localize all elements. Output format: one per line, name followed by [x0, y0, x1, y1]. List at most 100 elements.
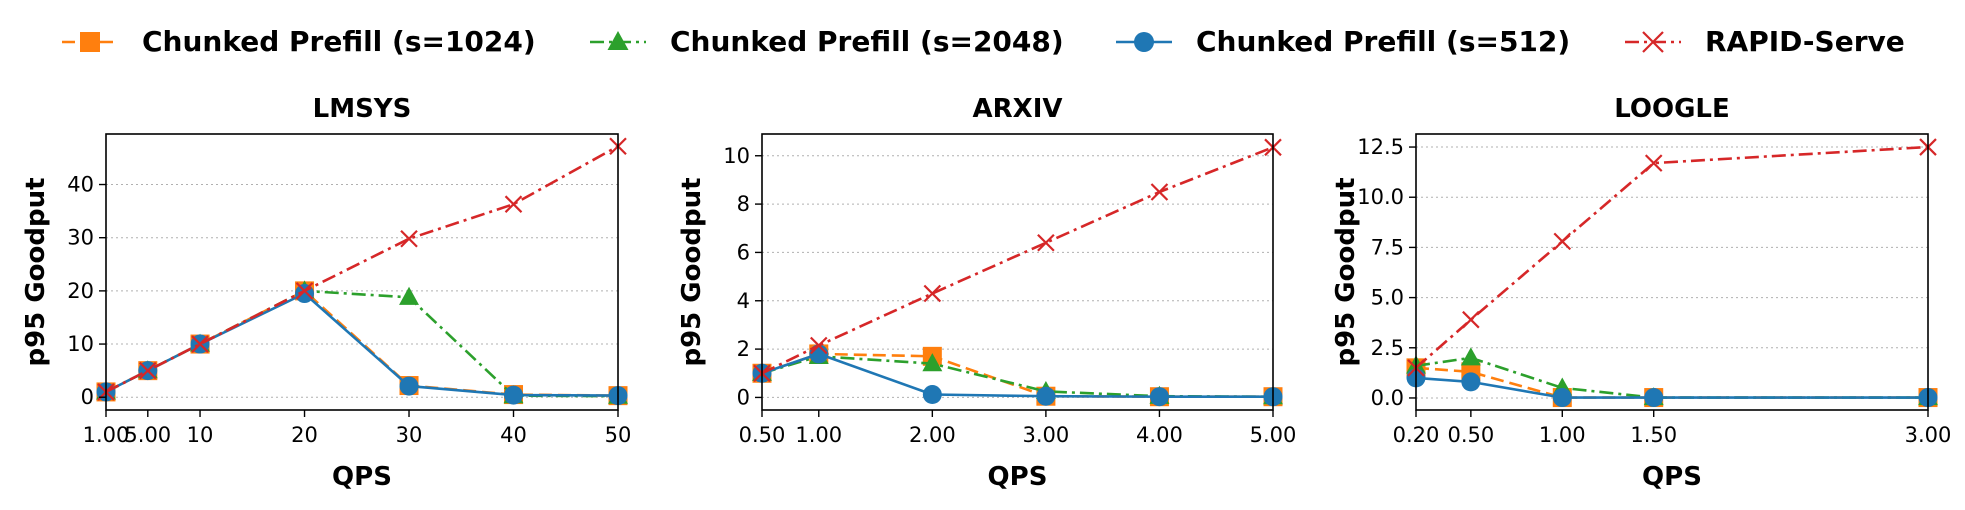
data-point-rapid	[400, 229, 418, 248]
y-tick-label: 5.0	[1371, 286, 1404, 310]
data-point-s512	[809, 344, 829, 364]
series-rapid	[97, 137, 627, 401]
data-point-rapid	[191, 335, 209, 353]
x-tick-label: 0.50	[1447, 423, 1494, 447]
y-tick-label: 10	[67, 332, 94, 356]
y-tick-label: 30	[67, 226, 94, 250]
legend-label-s1024: Chunked Prefill (s=1024)	[142, 25, 536, 58]
series-line-s1024	[1415, 366, 1928, 399]
series-line-s512	[761, 352, 1273, 399]
series-s1024	[1406, 358, 1938, 408]
y-tick-label: 6	[737, 240, 750, 264]
series-line-s512	[1415, 376, 1928, 399]
x-tick-label: 1.50	[1630, 423, 1677, 447]
legend: Chunked Prefill (s=1024) Chunked Prefill …	[62, 25, 1905, 58]
axes-frame	[1415, 133, 1929, 411]
legend-label-rapid: RAPID-Serve	[1705, 25, 1905, 58]
y-tick-label: 2	[737, 337, 750, 361]
series-line-rapid	[761, 146, 1274, 375]
y-tick-label: 0	[737, 385, 750, 409]
x-tick-label: 20	[291, 423, 318, 447]
x-tick-label: 1.00	[83, 423, 130, 447]
y-tick-label: 0.0	[1371, 386, 1404, 410]
x-axis-label: QPS	[332, 462, 392, 492]
x-tick-label: 5.00	[124, 423, 171, 447]
data-point-rapid	[1150, 183, 1169, 201]
data-point-s512	[1036, 386, 1056, 406]
y-axis-label: p95 Goodput	[677, 177, 707, 366]
series-line-rapid	[1415, 145, 1929, 369]
data-point-rapid	[295, 282, 314, 300]
data-point-rapid	[810, 336, 828, 355]
legend-marker-s1024	[80, 32, 100, 52]
panel-arxiv: 0 2 4 6 8 10 0.50 1.00 2.00 3.00 4.00 5.00 ARXIV QPS p…	[677, 94, 1296, 492]
data-point-s512	[1644, 388, 1664, 408]
data-point-rapid	[1037, 233, 1055, 252]
legend-label-s2048: Chunked Prefill (s=2048)	[670, 25, 1064, 58]
data-point-rapid	[139, 361, 157, 380]
data-point-rapid	[1553, 232, 1572, 251]
data-point-s2048	[399, 286, 419, 305]
y-axis-label: p95 Goodput	[1331, 177, 1361, 366]
legend-item-rapid: RAPID-Serve	[1625, 25, 1905, 58]
data-point-s512	[1461, 372, 1481, 392]
series-rapid	[753, 138, 1282, 383]
y-tick-label: 7.5	[1371, 235, 1404, 259]
axes-frame	[761, 133, 1274, 411]
legend-item-s512: Chunked Prefill (s=512)	[1116, 25, 1570, 58]
series-s2048	[96, 280, 628, 404]
x-tick-label: 0.20	[1393, 423, 1440, 447]
panel-lmsys: 0 10 20 30 40 1.005.00 10 20 30 40 50 LMSYS QPS p95 G…	[21, 94, 631, 492]
x-tick-label: 4.00	[1136, 423, 1183, 447]
y-tick-label: 10	[723, 144, 750, 168]
x-tick-label: 50	[605, 423, 632, 447]
y-axis-label: p95 Goodput	[21, 177, 51, 366]
legend-marker-rapid	[1642, 31, 1664, 53]
data-point-s512	[504, 385, 524, 405]
x-tick-label: 1.00	[795, 423, 842, 447]
legend-marker-s2048	[607, 31, 629, 50]
x-tick-label: 10	[187, 423, 214, 447]
y-tick-label: 0	[81, 385, 94, 409]
y-tick-label: 12.5	[1357, 135, 1404, 159]
x-tick-label: 3.00	[1023, 423, 1070, 447]
series-rapid	[1407, 138, 1937, 377]
legend-item-s1024: Chunked Prefill (s=1024)	[62, 25, 536, 58]
series-line-rapid	[105, 145, 619, 394]
x-tick-label: 30	[396, 423, 423, 447]
data-point-rapid	[923, 284, 942, 303]
data-point-s512	[399, 376, 419, 396]
legend-label-s512: Chunked Prefill (s=512)	[1196, 25, 1570, 58]
y-tick-label: 20	[67, 279, 94, 303]
panel-title: LMSYS	[313, 94, 412, 124]
panel-title: ARXIV	[973, 94, 1063, 124]
y-tick-label: 10.0	[1357, 185, 1404, 209]
data-point-rapid	[504, 195, 523, 213]
series-s512	[96, 284, 628, 406]
data-point-rapid	[1462, 310, 1480, 329]
data-point-s512	[1552, 388, 1572, 408]
x-tick-label: 5.00	[1250, 423, 1297, 447]
x-tick-label: 3.00	[1905, 423, 1952, 447]
data-point-s2048	[1460, 347, 1481, 366]
y-tick-label: 40	[67, 173, 94, 197]
data-point-rapid	[1644, 154, 1663, 172]
x-axis-label: QPS	[1642, 462, 1702, 492]
data-point-s512	[295, 284, 315, 304]
series-s512	[1406, 368, 1938, 408]
x-tick-label: 0.50	[739, 423, 786, 447]
legend-marker-s512	[1134, 32, 1154, 52]
y-tick-label: 8	[737, 192, 750, 216]
data-point-s512	[922, 385, 942, 405]
y-tick-label: 4	[737, 289, 750, 313]
x-axis-label: QPS	[988, 462, 1048, 492]
panel-loogle: 0.0 2.5 5.0 7.5 10.0 12.5 0.20 0.50 1.00 1.50 3.00…	[1331, 94, 1951, 492]
axes-frame	[105, 133, 619, 411]
x-tick-label: 1.00	[1539, 423, 1586, 447]
data-point-s512	[1149, 387, 1169, 407]
x-tick-label: 2.00	[909, 423, 956, 447]
x-tick-label: 40	[500, 423, 527, 447]
data-point-s2048	[922, 353, 943, 372]
